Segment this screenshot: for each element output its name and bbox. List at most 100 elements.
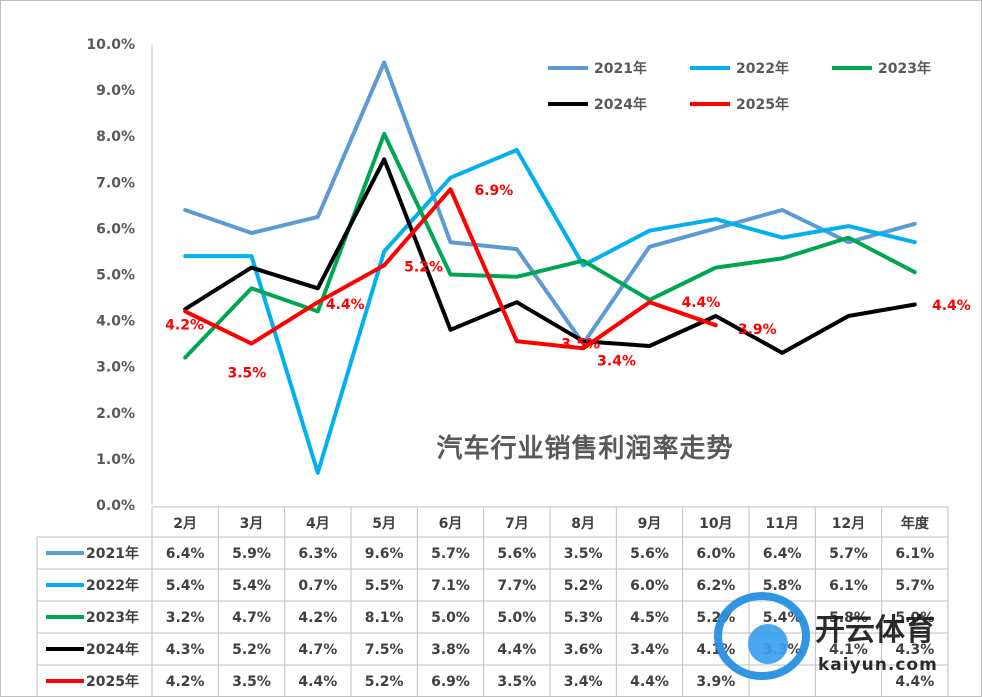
table-cell: 9.6% xyxy=(365,546,404,562)
logo-ball-icon xyxy=(748,624,788,664)
data-label: 5.2% xyxy=(404,259,443,275)
y-tick-label: 10.0% xyxy=(86,37,135,53)
data-label: 3.9% xyxy=(738,322,777,338)
table-cell: 5.6% xyxy=(497,546,536,562)
data-label: 6.9% xyxy=(475,183,514,199)
table-cell: 5.9% xyxy=(232,546,271,562)
table-cell: 4.5% xyxy=(630,610,669,626)
table-cell: 5.8% xyxy=(829,610,868,626)
table-cell: 6.9% xyxy=(431,674,470,690)
y-tick-label: 0.0% xyxy=(96,498,135,514)
x-tick-label: 10月 xyxy=(699,516,732,532)
y-tick-label: 5.0% xyxy=(96,268,135,284)
table-cell: 5.0% xyxy=(497,610,536,626)
table-cell: 7.1% xyxy=(431,578,470,594)
legend-label: 2023年 xyxy=(878,60,931,77)
table-cell: 5.6% xyxy=(630,546,669,562)
series-line xyxy=(183,157,917,355)
table-cell: 3.5% xyxy=(232,674,271,690)
table-cell: 5.2% xyxy=(365,674,404,690)
table-cell: 6.1% xyxy=(895,546,934,562)
table-cell: 3.5% xyxy=(497,674,536,690)
legend-label: 2022年 xyxy=(736,60,789,77)
logo-ring-icon xyxy=(714,592,810,680)
table-cell: 5.7% xyxy=(431,546,470,562)
table-row-name: 2021年 xyxy=(86,545,139,562)
table-cell: 3.4% xyxy=(564,674,603,690)
table-cell: 4.7% xyxy=(298,642,337,658)
table-cell: 4.7% xyxy=(232,610,271,626)
watermark-en: kaiyun.com xyxy=(818,655,938,675)
table-cell: 5.2% xyxy=(564,578,603,594)
table-cell: 6.0% xyxy=(696,546,735,562)
table-cell: 6.4% xyxy=(166,546,205,562)
y-tick-label: 1.0% xyxy=(96,452,135,468)
table-cell: 3.9% xyxy=(696,674,735,690)
data-label: 4.4% xyxy=(326,297,365,313)
x-tick-label: 2月 xyxy=(173,516,197,532)
table-cell: 5.3% xyxy=(564,610,603,626)
table-cell: 5.8% xyxy=(763,578,802,594)
data-label: 4.4% xyxy=(932,298,971,314)
x-tick-label: 年度 xyxy=(901,515,930,532)
x-tick-label: 11月 xyxy=(765,516,798,532)
y-tick-label: 2.0% xyxy=(96,406,135,422)
y-tick-label: 9.0% xyxy=(96,83,135,99)
table-cell: 4.4% xyxy=(497,642,536,658)
x-tick-label: 3月 xyxy=(240,516,264,532)
table-cell: 7.5% xyxy=(365,642,404,658)
table-cell: 3.6% xyxy=(564,642,603,658)
table-cell: 0.7% xyxy=(298,578,337,594)
x-tick-label: 6月 xyxy=(439,516,463,532)
table-cell: 4.4% xyxy=(298,674,337,690)
x-tick-label: 8月 xyxy=(571,516,595,532)
watermark-logo: 开云体育 kaiyun.com xyxy=(714,592,938,680)
table-cell: 6.2% xyxy=(696,578,735,594)
data-label: 4.4% xyxy=(682,295,721,311)
y-tick-label: 7.0% xyxy=(96,175,135,191)
table-cell: 5.5% xyxy=(365,578,404,594)
chart-title: 汽车行业销售利润率走势 xyxy=(436,433,733,464)
table-cell: 6.0% xyxy=(630,578,669,594)
table-cell: 4.3% xyxy=(895,642,934,658)
table-cell: 6.4% xyxy=(763,546,802,562)
x-tick-label: 7月 xyxy=(505,516,529,532)
table-cell: 4.1% xyxy=(829,642,868,658)
table-cell: 8.1% xyxy=(365,610,404,626)
x-tick-label: 12月 xyxy=(832,516,865,532)
table-cell: 4.2% xyxy=(166,674,205,690)
table-cell: 5.7% xyxy=(895,578,934,594)
legend-label: 2024年 xyxy=(594,96,647,113)
table-cell: 6.1% xyxy=(829,578,868,594)
table-cell: 4.3% xyxy=(166,642,205,658)
table-cell: 5.4% xyxy=(232,578,271,594)
table-cell: 3.4% xyxy=(630,642,669,658)
table-cell: 3.2% xyxy=(166,610,205,626)
table-cell: 5.0% xyxy=(431,610,470,626)
legend-label: 2021年 xyxy=(594,60,647,77)
table-cell: 5.7% xyxy=(829,546,868,562)
data-label: 4.2% xyxy=(165,317,204,333)
x-tick-label: 9月 xyxy=(638,516,662,532)
table-row-name: 2023年 xyxy=(86,609,139,626)
series-line xyxy=(183,148,917,475)
table-cell: 4.2% xyxy=(298,610,337,626)
table-row-name: 2022年 xyxy=(86,577,139,594)
x-tick-label: 4月 xyxy=(306,516,330,532)
x-tick-label: 5月 xyxy=(372,516,396,532)
table-cell: 4.4% xyxy=(630,674,669,690)
y-tick-label: 3.0% xyxy=(96,360,135,376)
table-cell: 3.8% xyxy=(431,642,470,658)
table-cell: 4.4% xyxy=(895,674,934,690)
data-label: 3.5% xyxy=(228,366,267,382)
series-line xyxy=(183,60,917,346)
series-line xyxy=(183,187,718,351)
table-cell: 5.4% xyxy=(166,578,205,594)
table-cell: 3.5% xyxy=(564,546,603,562)
table-cell: 5.2% xyxy=(232,642,271,658)
table-cell: 5.0% xyxy=(895,610,934,626)
table-cell: 7.7% xyxy=(497,578,536,594)
table-row-name: 2024年 xyxy=(86,641,139,658)
table-row-name: 2025年 xyxy=(86,673,139,690)
